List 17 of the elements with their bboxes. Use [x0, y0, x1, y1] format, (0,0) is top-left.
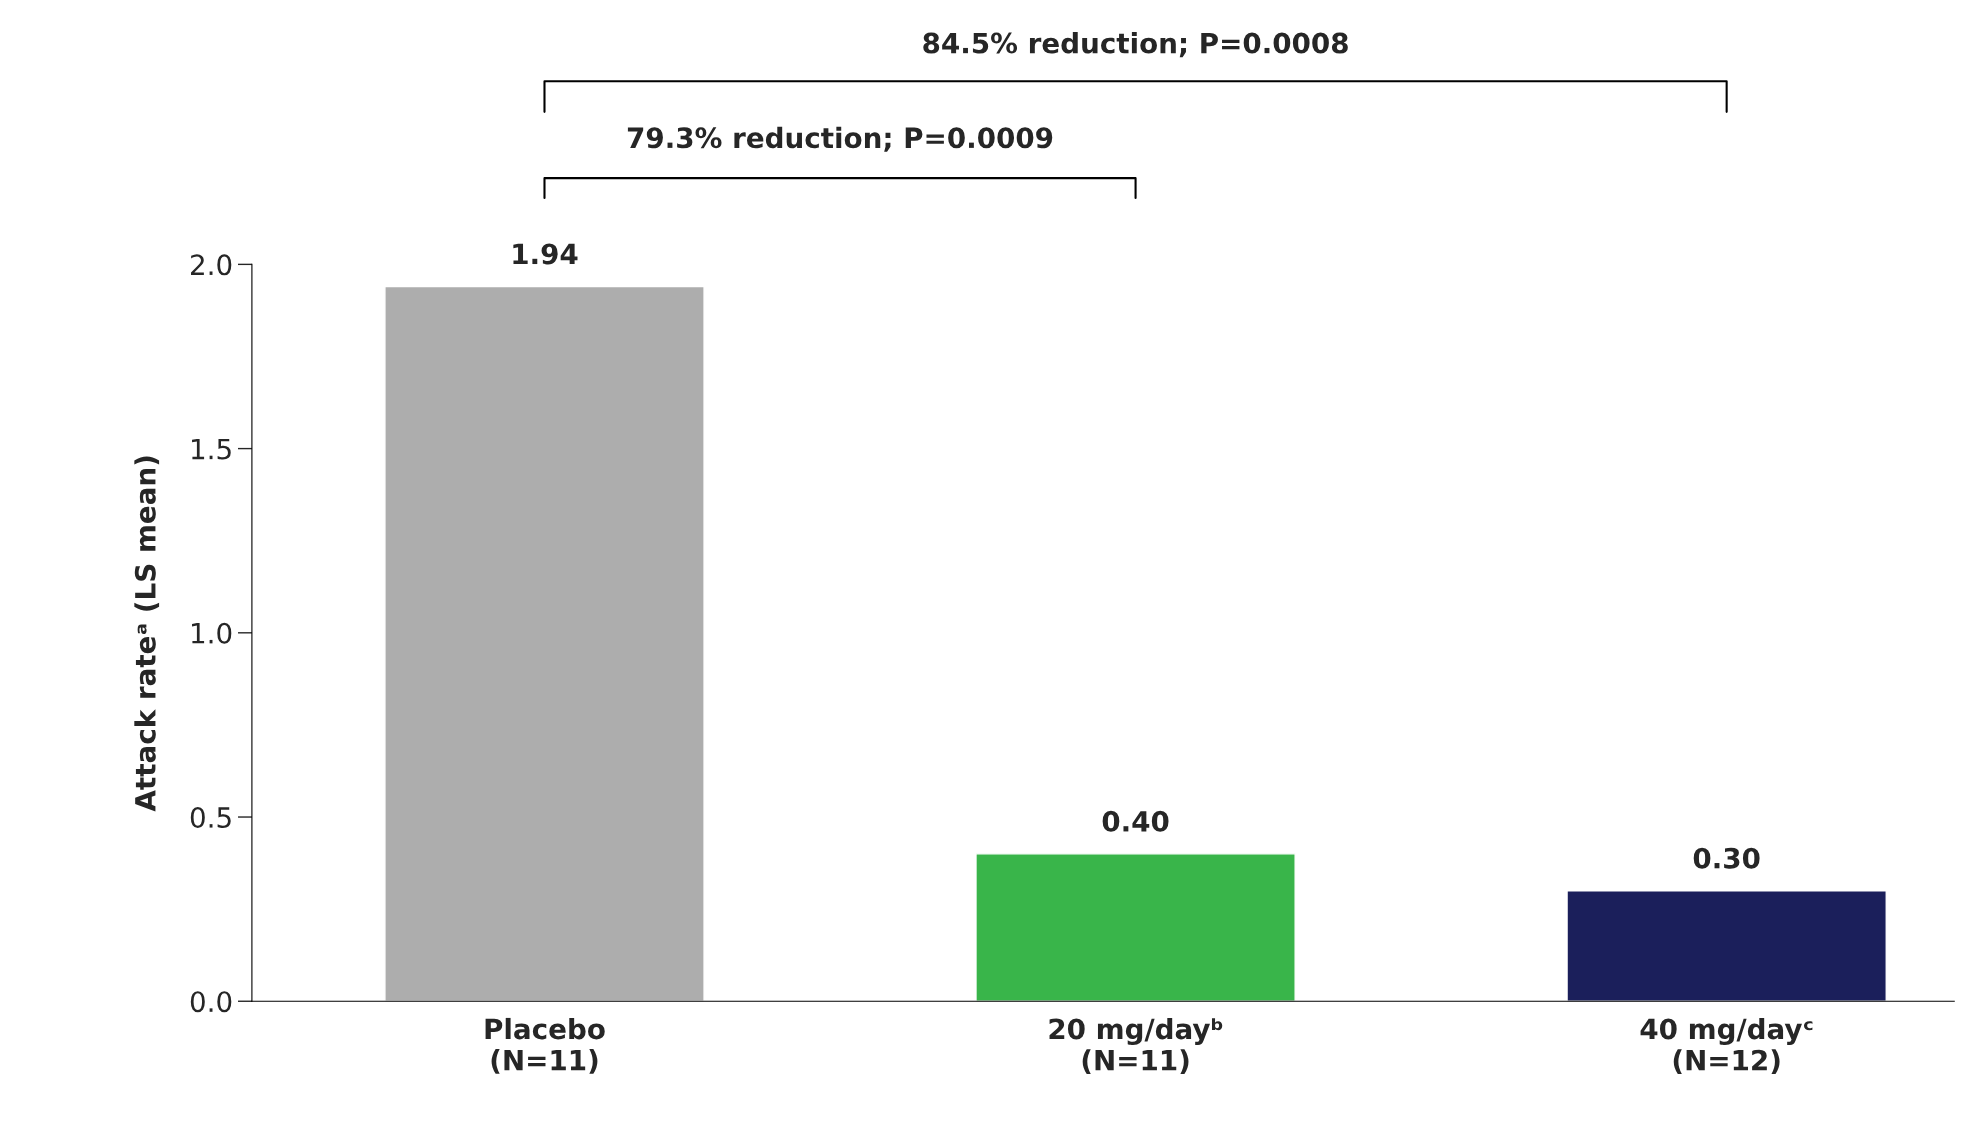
x-tick-label: Placebo (N=11) [485, 1017, 605, 1074]
data-label: 0.40 [1102, 810, 1169, 832]
x-tick-label: 40 mg/dayᶜ (N=12) [1640, 1017, 1813, 1075]
bar [384, 285, 705, 1002]
y-tick-label: 1.5 [192, 438, 231, 460]
y-tick-label: 0.0 [190, 991, 232, 1013]
y-tick-label: 2.0 [191, 254, 232, 276]
y-tick-label: 0.5 [190, 806, 231, 828]
y-tick-label: 1.0 [192, 622, 232, 644]
bar [1566, 890, 1887, 1002]
y-axis-title: Attack rateᵃ (LS mean) [134, 456, 160, 812]
text: 79.3% reduction; P=0.0009 [627, 126, 1053, 152]
text: 84.5% reduction; P=0.0008 [923, 32, 1348, 58]
data-label: 0.30 [1693, 847, 1760, 869]
x-tick-label: 20 mg/dayᵇ (N=11) [1049, 1017, 1223, 1075]
data-label: 1.94 [513, 243, 578, 265]
bar [975, 853, 1296, 1002]
